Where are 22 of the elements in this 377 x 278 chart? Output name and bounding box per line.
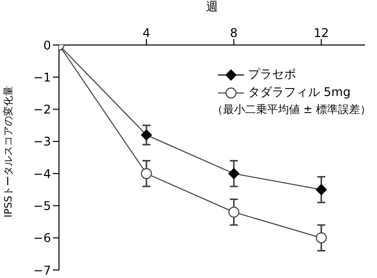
y-tick-label: −2 bbox=[33, 102, 51, 117]
y-tick-label: −6 bbox=[33, 231, 51, 246]
legend-label: プラセボ bbox=[248, 67, 296, 81]
y-tick-label: −3 bbox=[33, 134, 51, 149]
point bbox=[140, 168, 152, 180]
y-tick-label: −1 bbox=[33, 70, 51, 84]
point bbox=[228, 168, 240, 180]
y-tick-label: 0 bbox=[43, 38, 51, 52]
x-tick-label: 12 bbox=[314, 26, 329, 40]
point bbox=[316, 232, 327, 244]
x-tick-label: 8 bbox=[230, 26, 238, 40]
y-tick-label: −5 bbox=[33, 198, 51, 213]
legend-label: タダラフィル 5mg bbox=[248, 85, 351, 99]
y-tick-label: −4 bbox=[33, 166, 51, 181]
point bbox=[228, 206, 240, 218]
point bbox=[316, 184, 327, 196]
annotation: （最小二乗平均値 ± 標準誤差） bbox=[212, 102, 371, 118]
x-axis-title: 週 bbox=[206, 0, 218, 14]
y-tick-label: −7 bbox=[33, 263, 51, 278]
point bbox=[140, 130, 152, 140]
y-axis-title: IPSSトータルスコアの変化量 bbox=[2, 86, 15, 218]
x-tick-label: 4 bbox=[142, 26, 150, 40]
